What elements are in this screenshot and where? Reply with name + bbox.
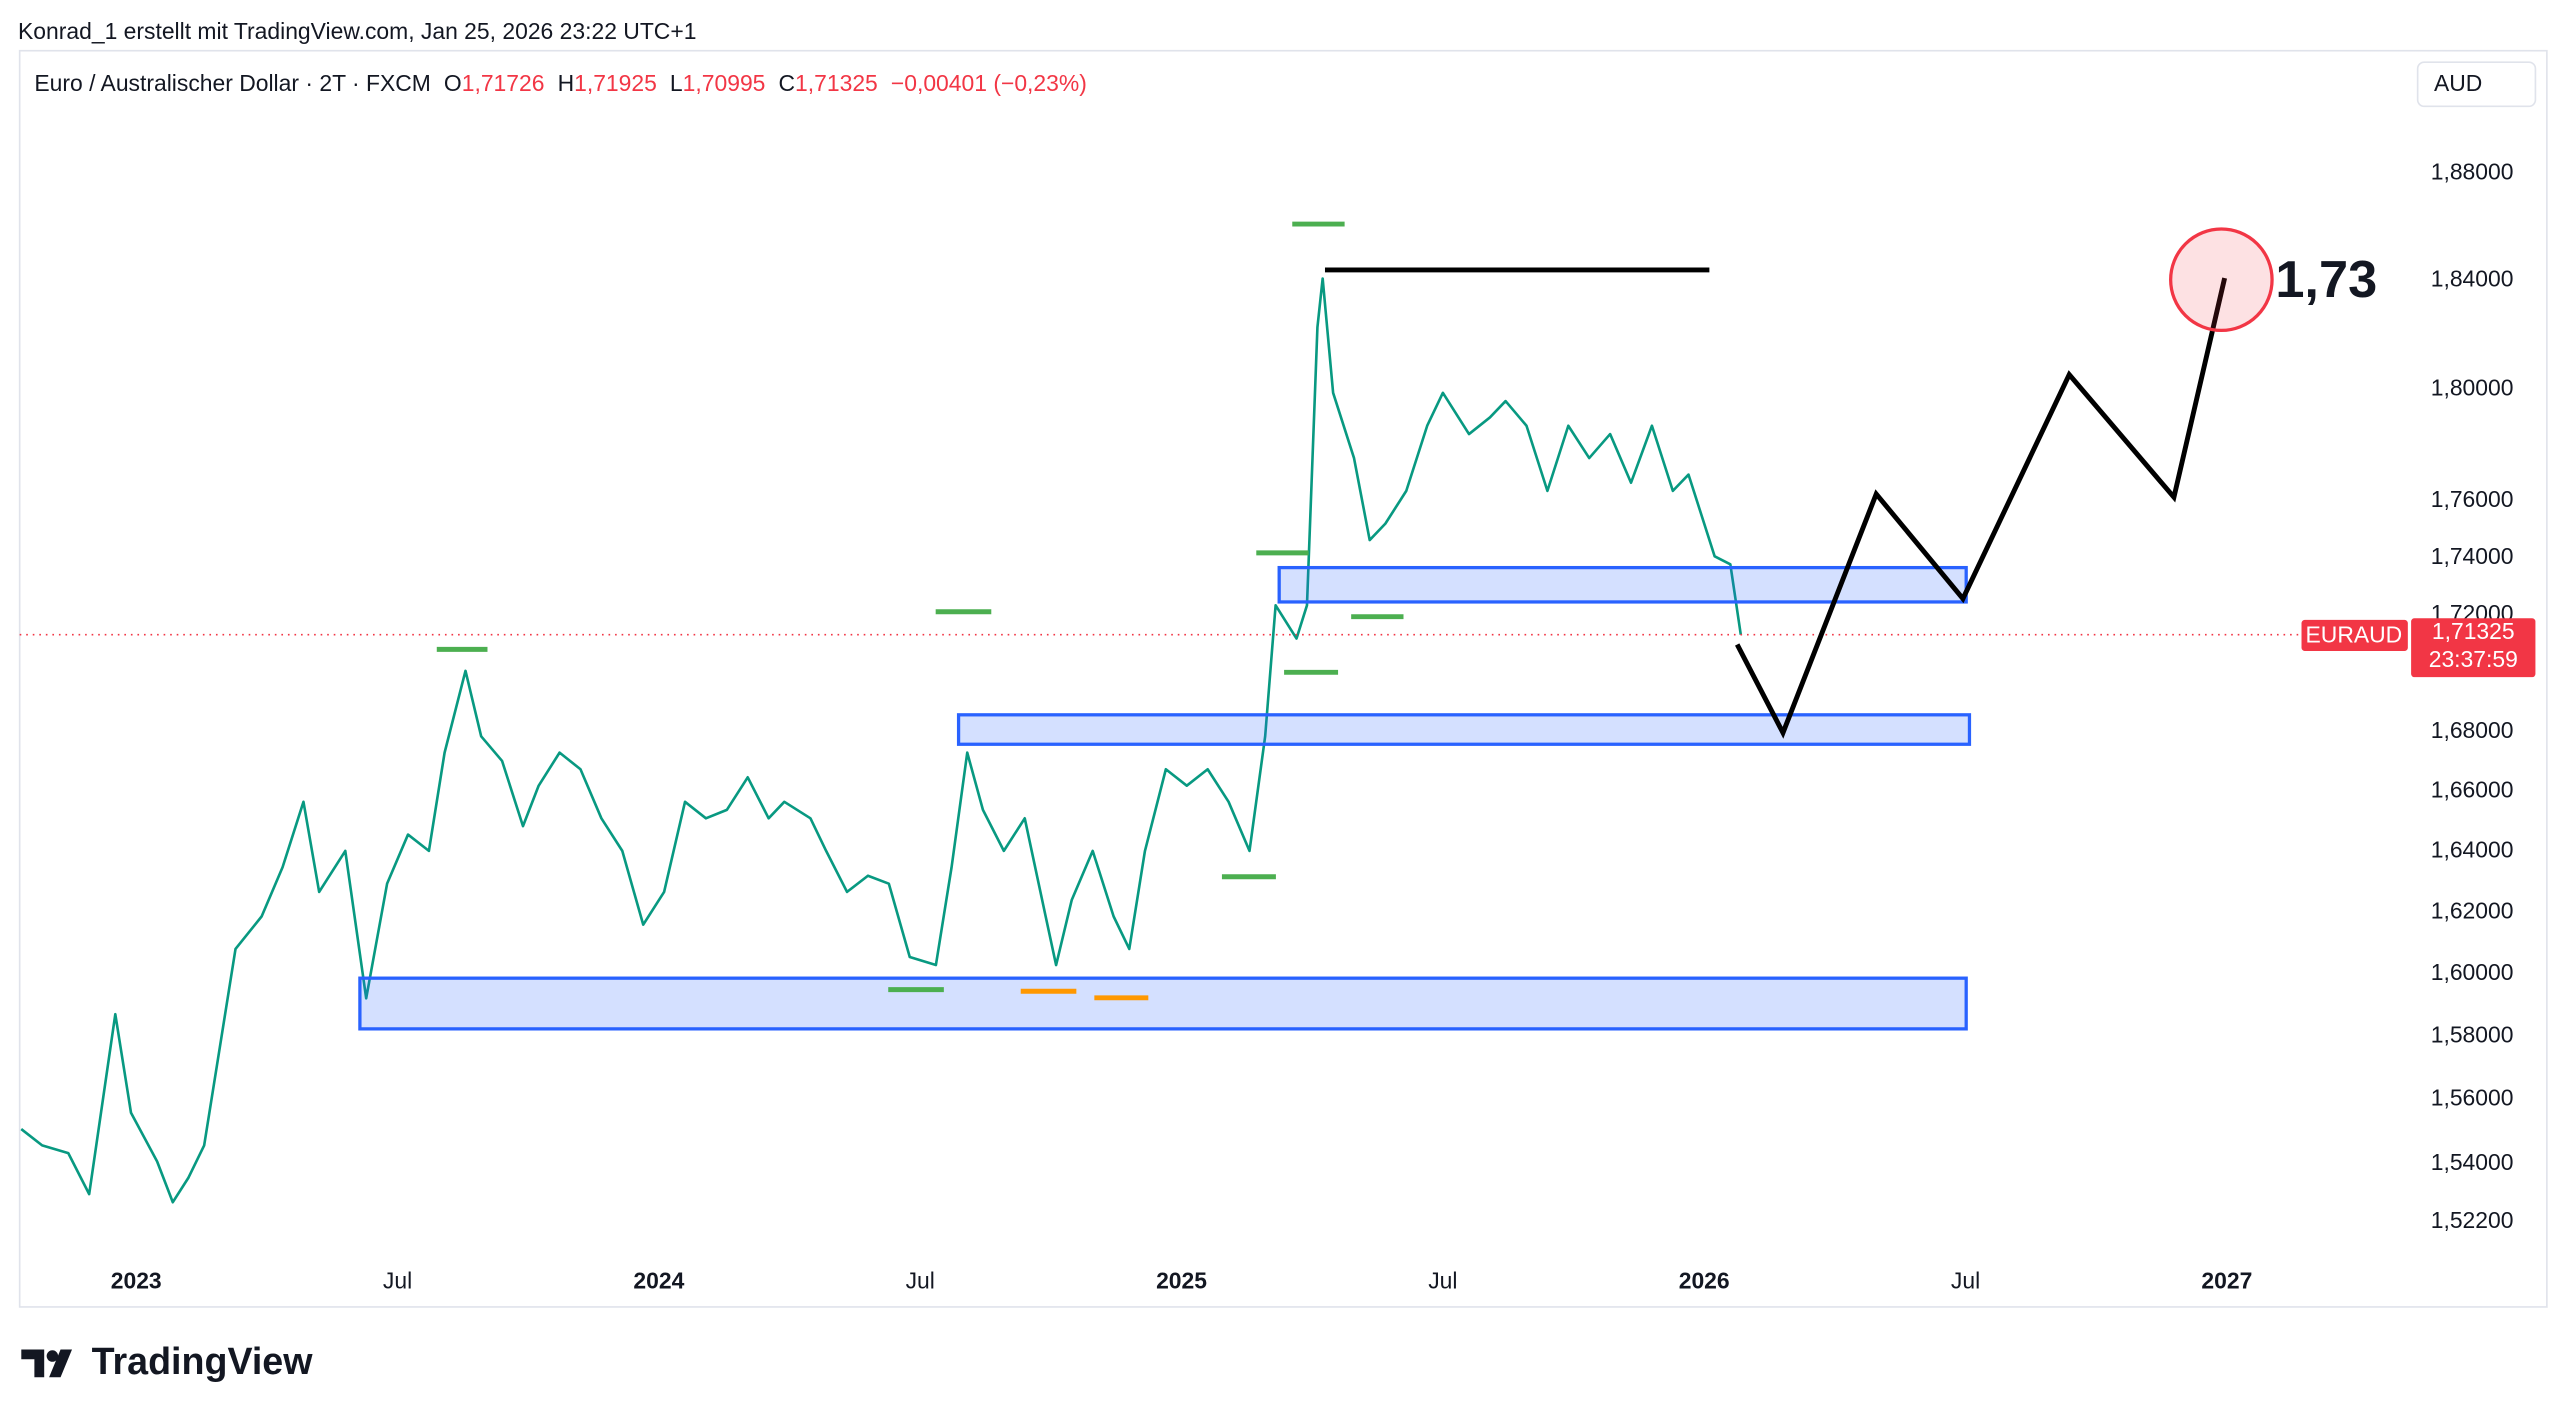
- currency-button[interactable]: [2416, 61, 2537, 108]
- ohlc-key: C: [779, 70, 796, 96]
- price-tag-symbol: EURAUD: [2306, 621, 2403, 647]
- brand: TradingView: [92, 1340, 314, 1382]
- price-tag-countdown: 23:37:59: [2429, 646, 2518, 672]
- x-tick-label: Jul: [906, 1267, 935, 1293]
- author-line: Konrad_1 erstellt mit TradingView.com, J…: [18, 18, 696, 44]
- brand-logo: TradingView: [21, 1340, 313, 1382]
- y-tick-label: 1,84000: [2431, 265, 2514, 291]
- logo-dot: [46, 1350, 59, 1362]
- ohlc-key: H: [558, 70, 575, 96]
- price-tag-box: [2411, 618, 2536, 678]
- y-tick-label: 1,56000: [2431, 1085, 2514, 1111]
- projection-path: [1735, 277, 2228, 739]
- price-tag: EURAUD 1,71325 23:37:59: [2301, 618, 2536, 678]
- y-tick-label: 1,58000: [2431, 1022, 2514, 1048]
- zone: [1277, 565, 1968, 604]
- zone: [956, 713, 1972, 746]
- change: −0,00401 (−0,23%): [891, 70, 1087, 96]
- price-line: [20, 277, 1743, 1204]
- y-tick-label: 1,88000: [2431, 159, 2514, 185]
- legend: Euro / Australischer Dollar · 2T · FXCM O…: [34, 70, 1086, 96]
- chart-frame: [18, 49, 2548, 1308]
- price-tag-price: 1,71325: [2432, 618, 2515, 644]
- ohlc-key: O: [444, 70, 462, 96]
- y-tick-label: 1,66000: [2431, 776, 2514, 802]
- y-tick-label: 1,76000: [2431, 486, 2514, 512]
- x-tick-label: 2026: [1679, 1267, 1730, 1293]
- x-tick-label: 2027: [2201, 1267, 2252, 1293]
- x-tick-label: 2025: [1156, 1267, 1207, 1293]
- target-circle: [2169, 227, 2274, 333]
- y-tick-label: 1,80000: [2431, 375, 2514, 401]
- y-tick-label: 1,52200: [2431, 1207, 2514, 1233]
- price-tag-symbol-box: [2301, 619, 2408, 651]
- ohlc-value: 1,71325: [795, 70, 878, 96]
- markers: [436, 221, 1404, 1001]
- x-tick-label: Jul: [1428, 1267, 1457, 1293]
- x-tick-label: 2024: [633, 1267, 684, 1293]
- x-tick-label: 2023: [111, 1267, 162, 1293]
- x-tick-label: Jul: [383, 1267, 412, 1293]
- ohlc-value: 1,71925: [574, 70, 657, 96]
- currency[interactable]: AUD: [2434, 70, 2482, 96]
- x-tick-label: Jul: [1951, 1267, 1980, 1293]
- zone: [358, 976, 1968, 1031]
- plot-area: 1,880001,840001,800001,760001,740001,720…: [19, 159, 2514, 1293]
- ohlc-value: 1,70995: [683, 70, 766, 96]
- y-tick-label: 1,64000: [2431, 837, 2514, 863]
- target-annotation: 1,73: [2275, 251, 2377, 309]
- logo-icon: [21, 1349, 73, 1378]
- y-tick-label: 1,74000: [2431, 543, 2514, 569]
- y-tick-label: 1,60000: [2431, 959, 2514, 985]
- ohlc-key: L: [670, 70, 683, 96]
- y-tick-label: 1,62000: [2431, 897, 2514, 923]
- ohlc-value: 1,71726: [462, 70, 545, 96]
- y-tick-label: 1,54000: [2431, 1149, 2514, 1175]
- symbol: Euro / Australischer Dollar · 2T · FXCM: [34, 70, 430, 96]
- y-tick-label: 1,68000: [2431, 717, 2514, 743]
